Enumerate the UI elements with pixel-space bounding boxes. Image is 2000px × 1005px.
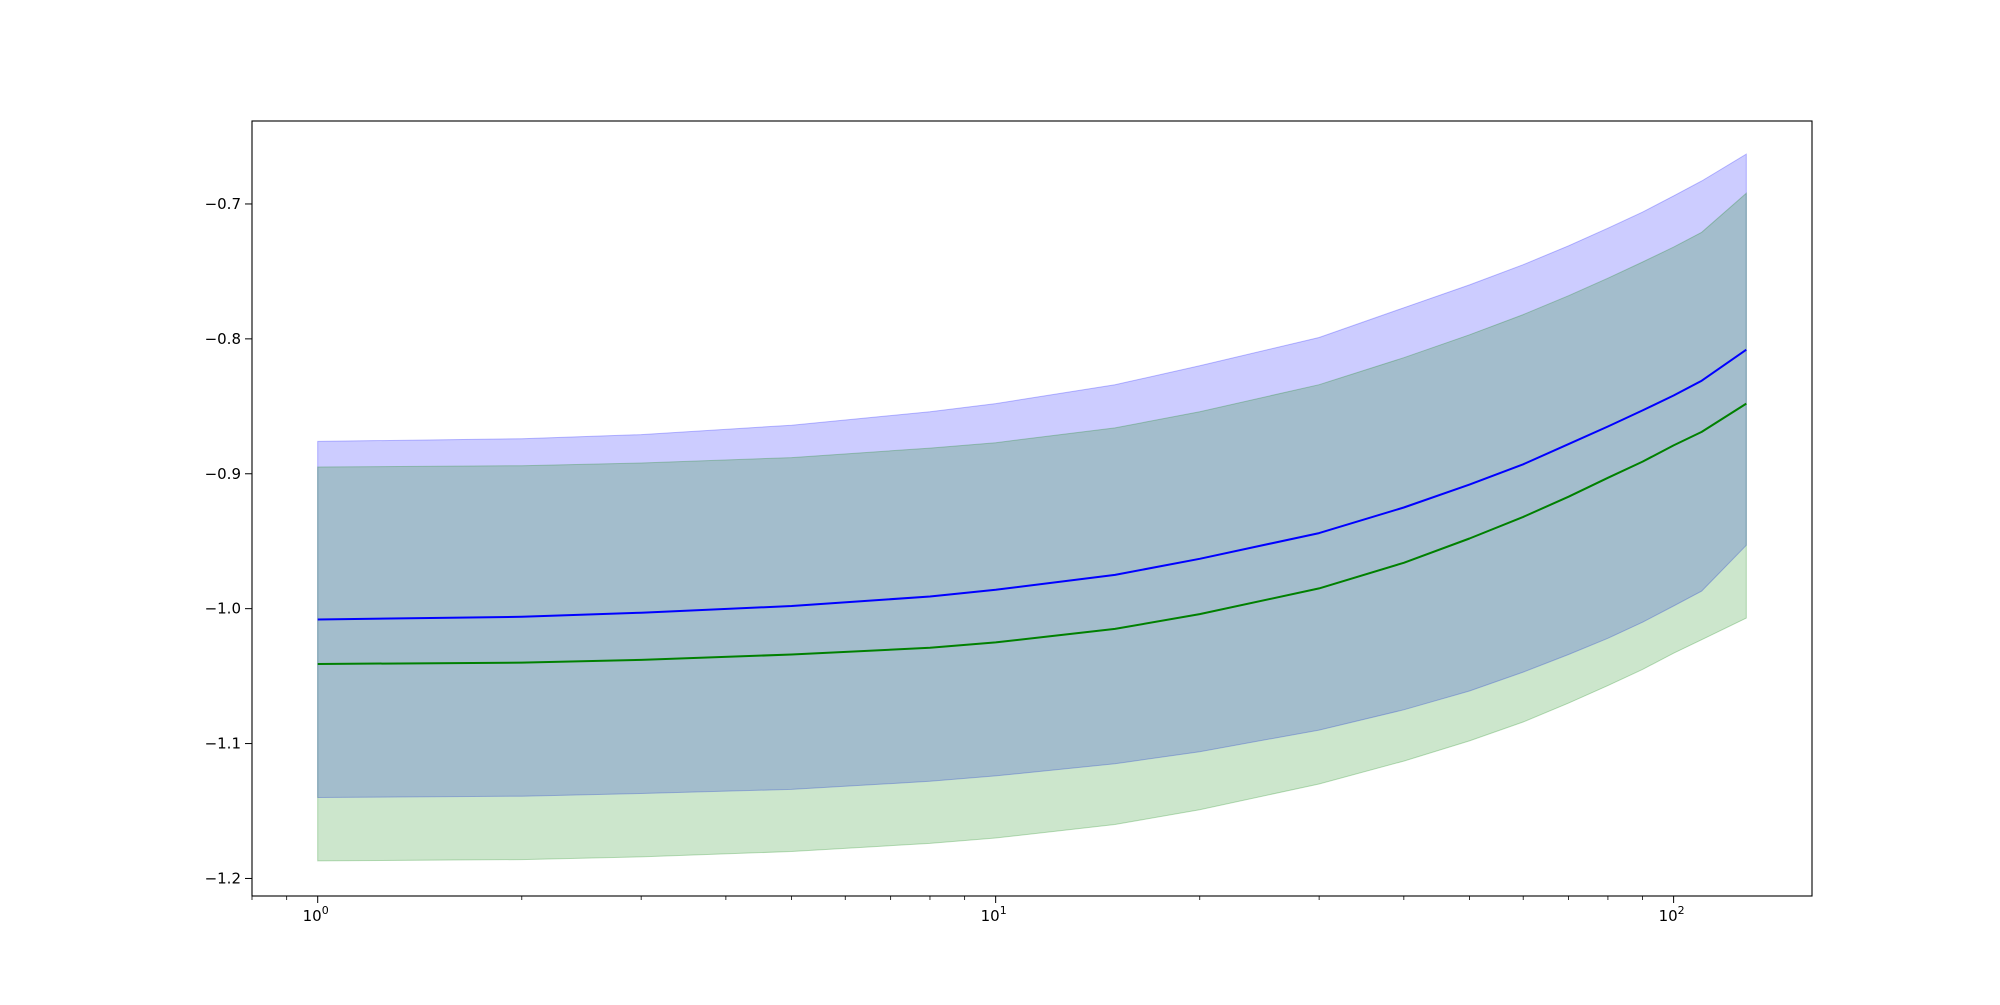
x-tick-label: 102 <box>1659 904 1685 925</box>
series-2-line <box>317 402 1747 665</box>
x-tick-label: 101 <box>981 904 1007 925</box>
y-tick-label: −1.2 <box>205 869 241 887</box>
x-axis: 100 101 102 <box>251 896 1685 925</box>
y-tick-label: −0.8 <box>205 330 241 348</box>
series-1-band <box>317 153 1747 799</box>
series-1-line <box>317 348 1747 621</box>
confidence-bands <box>317 153 1747 862</box>
plot-frame <box>251 120 1813 897</box>
series-lines <box>317 348 1747 665</box>
series-2-band <box>317 192 1747 862</box>
y-tick-label: −0.9 <box>205 465 241 483</box>
y-tick-label: −0.7 <box>205 195 241 213</box>
y-axis: −0.7 −0.8 −0.9 −1.0 −1.1 −1.2 <box>205 195 252 887</box>
y-tick-label: −1.1 <box>205 735 241 753</box>
y-tick-label: −1.0 <box>205 600 241 618</box>
x-tick-label: 100 <box>303 904 329 925</box>
